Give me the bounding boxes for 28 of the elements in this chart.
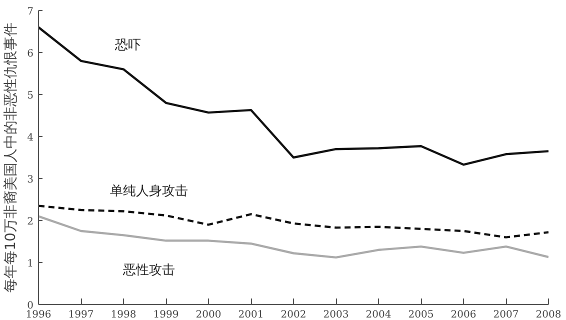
x-tick-label: 1999 — [153, 310, 179, 320]
y-axis-title: 每年每10万非裔美国人中的非恶性仇恨事件 — [3, 22, 20, 292]
line-series — [38, 215, 548, 259]
y-tick-label: 3 — [27, 174, 34, 186]
y-tick-label: 6 — [27, 48, 34, 60]
series-label: 恶性攻击 — [122, 263, 175, 278]
x-tick-label: 2007 — [493, 310, 519, 320]
line-series — [38, 26, 548, 166]
line-series — [38, 204, 548, 238]
y-tick-label: 1 — [27, 258, 34, 270]
x-tick-label: 2002 — [280, 310, 306, 320]
x-tick-label: 2004 — [366, 310, 392, 320]
y-tick-label: 0 — [27, 300, 34, 312]
y-tick-label: 2 — [27, 216, 34, 228]
series-label: 单纯人身攻击 — [110, 184, 188, 199]
series-label: 恐吓 — [114, 38, 141, 53]
x-tick-label: 1996 — [26, 310, 52, 320]
x-tick-label: 2008 — [536, 310, 562, 320]
x-tick-label: 2001 — [238, 310, 264, 320]
x-tick-label: 2006 — [450, 310, 476, 320]
y-tick-label: 4 — [27, 132, 34, 144]
y-tick-label: 7 — [27, 6, 34, 18]
x-tick-label: 2000 — [196, 310, 222, 320]
y-tick-label: 5 — [27, 90, 34, 102]
x-tick-label: 1998 — [110, 310, 136, 320]
x-tick-label: 1997 — [68, 310, 94, 320]
x-tick-label: 2003 — [323, 310, 349, 320]
x-tick-label: 2005 — [408, 310, 434, 320]
